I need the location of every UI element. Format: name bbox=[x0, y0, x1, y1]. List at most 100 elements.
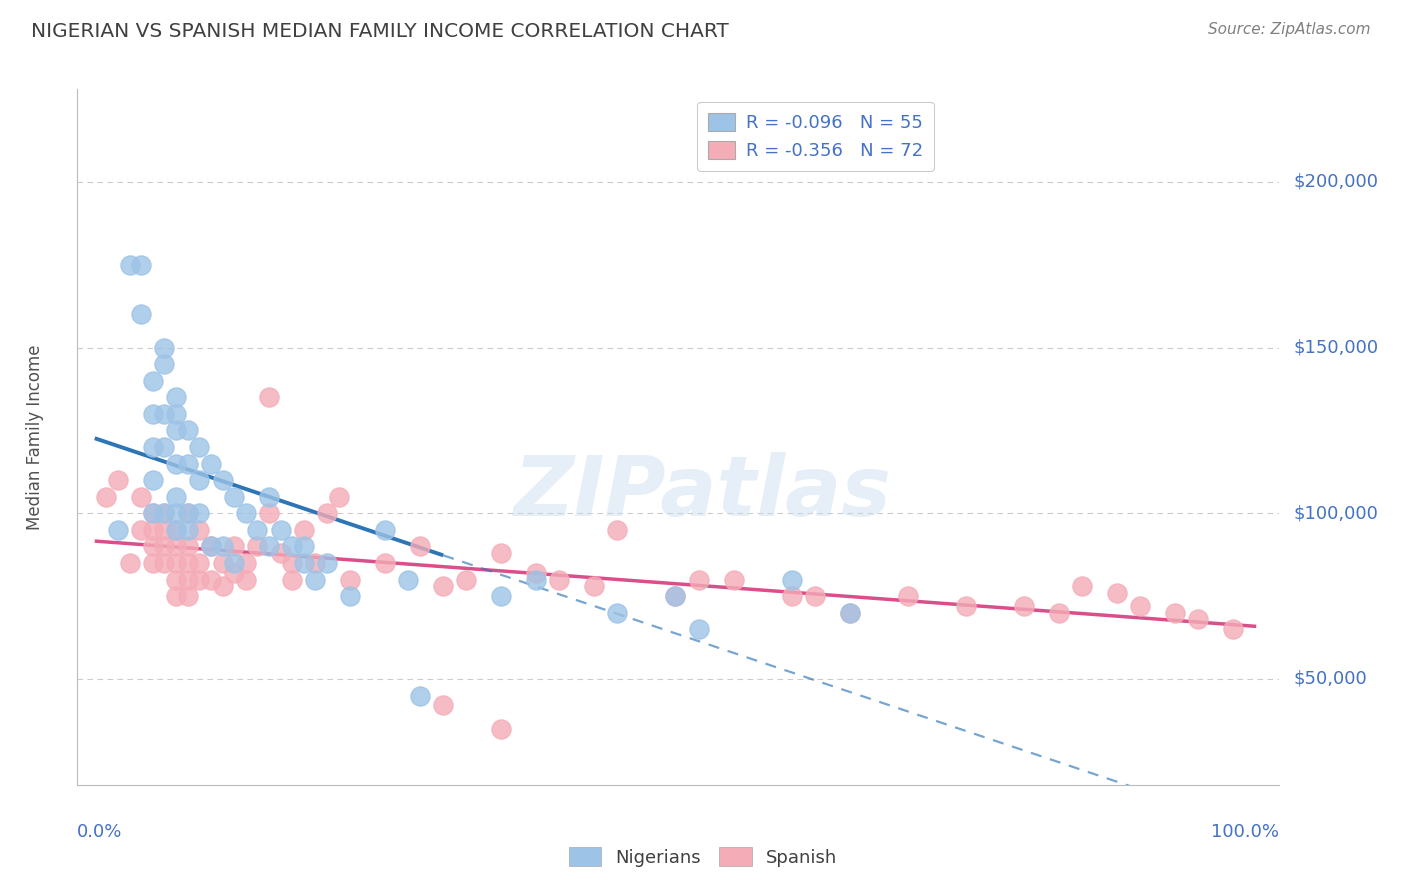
Point bbox=[688, 622, 710, 636]
Point bbox=[176, 573, 198, 587]
Point bbox=[165, 490, 187, 504]
Point bbox=[211, 540, 233, 554]
Text: $50,000: $50,000 bbox=[1294, 670, 1367, 688]
Point bbox=[491, 546, 513, 560]
Point bbox=[129, 490, 152, 504]
Point bbox=[664, 589, 686, 603]
Point bbox=[107, 523, 129, 537]
Point bbox=[838, 606, 860, 620]
Point bbox=[339, 589, 361, 603]
Point bbox=[292, 523, 315, 537]
Point bbox=[188, 556, 211, 570]
Point bbox=[129, 523, 152, 537]
Point bbox=[224, 566, 246, 580]
Point bbox=[583, 579, 606, 593]
Point bbox=[153, 506, 176, 520]
Point bbox=[153, 556, 176, 570]
Point bbox=[955, 599, 977, 613]
Point bbox=[200, 540, 222, 554]
Point bbox=[374, 556, 396, 570]
Point bbox=[176, 523, 198, 537]
Point bbox=[235, 506, 257, 520]
Point bbox=[118, 258, 141, 272]
Point bbox=[153, 540, 176, 554]
Point bbox=[165, 523, 187, 537]
Point bbox=[165, 573, 187, 587]
Point bbox=[165, 540, 187, 554]
Point bbox=[432, 698, 454, 713]
Point bbox=[491, 722, 513, 736]
Point bbox=[246, 540, 269, 554]
Point bbox=[153, 357, 176, 371]
Point bbox=[281, 540, 304, 554]
Point bbox=[165, 506, 187, 520]
Point bbox=[176, 506, 198, 520]
Point bbox=[176, 457, 198, 471]
Point bbox=[292, 540, 315, 554]
Text: 100.0%: 100.0% bbox=[1212, 823, 1279, 841]
Point bbox=[235, 573, 257, 587]
Point bbox=[129, 308, 152, 322]
Point bbox=[142, 506, 165, 520]
Point bbox=[524, 573, 547, 587]
Point bbox=[142, 440, 165, 454]
Point bbox=[804, 589, 827, 603]
Point bbox=[491, 589, 513, 603]
Text: 0.0%: 0.0% bbox=[77, 823, 122, 841]
Point bbox=[165, 589, 187, 603]
Point bbox=[281, 573, 304, 587]
Point bbox=[224, 540, 246, 554]
Point bbox=[456, 573, 478, 587]
Point bbox=[270, 523, 292, 537]
Point bbox=[153, 407, 176, 421]
Point bbox=[142, 523, 165, 537]
Point bbox=[142, 473, 165, 487]
Point bbox=[165, 556, 187, 570]
Point bbox=[118, 556, 141, 570]
Point bbox=[176, 589, 198, 603]
Point bbox=[1105, 586, 1128, 600]
Point bbox=[142, 556, 165, 570]
Point bbox=[188, 523, 211, 537]
Point bbox=[176, 540, 198, 554]
Point bbox=[188, 473, 211, 487]
Point bbox=[281, 556, 304, 570]
Point bbox=[142, 407, 165, 421]
Point bbox=[316, 506, 339, 520]
Point bbox=[188, 573, 211, 587]
Point bbox=[304, 556, 326, 570]
Point bbox=[409, 689, 432, 703]
Legend: Nigerians, Spanish: Nigerians, Spanish bbox=[561, 840, 845, 874]
Point bbox=[1222, 622, 1244, 636]
Point bbox=[224, 490, 246, 504]
Text: $200,000: $200,000 bbox=[1294, 173, 1378, 191]
Legend: R = -0.096   N = 55, R = -0.356   N = 72: R = -0.096 N = 55, R = -0.356 N = 72 bbox=[697, 102, 934, 171]
Point bbox=[432, 579, 454, 593]
Point bbox=[200, 540, 222, 554]
Point bbox=[246, 523, 269, 537]
Point bbox=[328, 490, 350, 504]
Point bbox=[165, 523, 187, 537]
Point bbox=[96, 490, 118, 504]
Point bbox=[688, 573, 710, 587]
Text: NIGERIAN VS SPANISH MEDIAN FAMILY INCOME CORRELATION CHART: NIGERIAN VS SPANISH MEDIAN FAMILY INCOME… bbox=[31, 22, 728, 41]
Point bbox=[165, 407, 187, 421]
Point bbox=[142, 540, 165, 554]
Point bbox=[780, 589, 803, 603]
Text: ZIPatlas: ZIPatlas bbox=[513, 452, 891, 533]
Point bbox=[339, 573, 361, 587]
Point bbox=[165, 424, 187, 438]
Point bbox=[1047, 606, 1070, 620]
Point bbox=[316, 556, 339, 570]
Point bbox=[723, 573, 745, 587]
Point bbox=[176, 424, 198, 438]
Point bbox=[396, 573, 419, 587]
Point bbox=[165, 390, 187, 404]
Point bbox=[257, 390, 280, 404]
Point bbox=[257, 490, 280, 504]
Point bbox=[176, 506, 198, 520]
Point bbox=[409, 540, 432, 554]
Point bbox=[1071, 579, 1094, 593]
Point bbox=[165, 457, 187, 471]
Point bbox=[897, 589, 920, 603]
